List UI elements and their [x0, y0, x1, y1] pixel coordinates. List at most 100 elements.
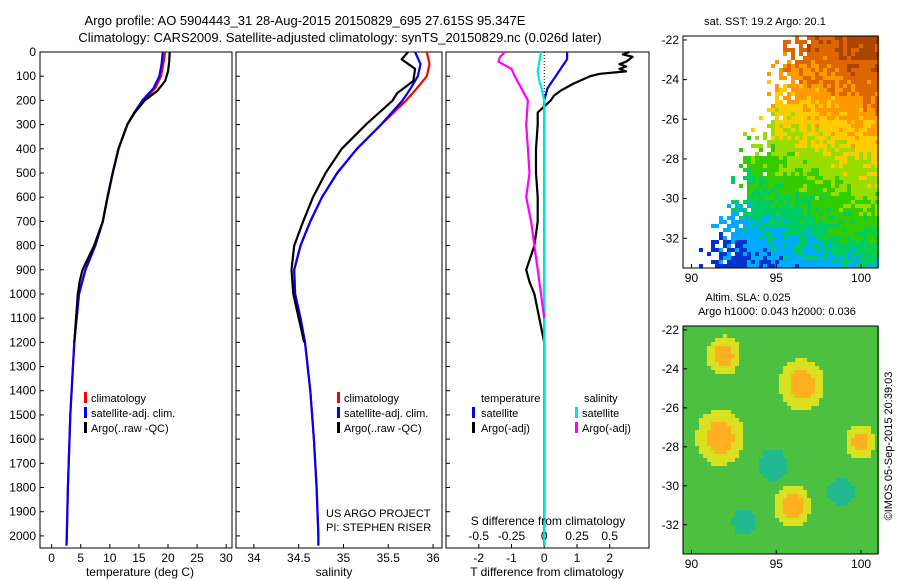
legend-swatch-t-satellite — [472, 407, 475, 418]
legend-swatch-satellite-adj — [84, 407, 87, 418]
salinity-xlabel: salinity — [316, 565, 353, 579]
xtick-label-temperature: 30 — [220, 551, 234, 565]
map-ytick-label: -24 — [662, 362, 680, 376]
top-xtick-label: -0.5 — [468, 529, 489, 543]
map-cells-sst-map — [699, 36, 879, 268]
map-xtick-label: 100 — [851, 271, 871, 285]
xtick-label-temperature: 0 — [48, 551, 55, 565]
xtick-label-salinity: 35 — [337, 551, 351, 565]
ytick-label-depth: 700 — [16, 214, 36, 228]
legend-title-temperature: temperature — [481, 393, 540, 405]
imos-credit: ©IMOS 05-Sep-2015 20:39:03 — [883, 372, 895, 521]
temperature-panel: 0 5 10 15 20 25 300100200300400500600700800900… — [9, 45, 233, 565]
title-line-2: Climatology: CARS2009. Satellite-adjuste… — [78, 30, 601, 45]
ytick-label-depth: 1800 — [9, 481, 36, 495]
map-ytick-label: -22 — [662, 323, 680, 337]
series-line-differences — [497, 51, 546, 319]
legend-label-argo: Argo(..raw -QC) — [91, 423, 169, 435]
legend-label-s-satellite: satellite — [582, 408, 619, 420]
xtick-label-differences: 2 — [606, 551, 613, 565]
ytick-label-depth: 1400 — [9, 384, 36, 398]
top-xtick-label: -0.25 — [498, 529, 526, 543]
xtick-label-differences: -1 — [506, 551, 517, 565]
map-xtick-label: 90 — [685, 557, 699, 571]
map-ytick-label: -30 — [662, 479, 680, 493]
diff-xlabel-top: S difference from climatology — [471, 514, 626, 528]
map-xtick-label: 90 — [685, 271, 699, 285]
sla-map-title-1: Altim. SLA: 0.025 — [706, 292, 791, 304]
ytick-label-depth: 1500 — [9, 408, 36, 422]
series-line-salinity — [293, 51, 422, 546]
map-ytick-label: -32 — [662, 518, 680, 532]
xtick-label-salinity: 36 — [426, 551, 440, 565]
ytick-label-depth: 0 — [29, 45, 36, 59]
salinity-panel: 34 34.5 35 35.5 36 — [235, 51, 443, 565]
ytick-label-depth: 1200 — [9, 335, 36, 349]
ytick-label-depth: 600 — [16, 190, 36, 204]
temperature-xlabel: temperature (deg C) — [86, 565, 194, 579]
ytick-label-depth: 100 — [16, 69, 36, 83]
plot-frame-salinity — [235, 51, 443, 549]
map-frame-sst-map — [682, 35, 879, 269]
legend-swatch-argo-s — [337, 422, 340, 433]
top-xtick-label: 0.25 — [565, 529, 589, 543]
ytick-label-depth: 800 — [16, 239, 36, 253]
xtick-label-differences: 1 — [574, 551, 581, 565]
ytick-label-depth: 400 — [16, 142, 36, 156]
title-line-1: Argo profile: AO 5904443_31 28-Aug-2015 … — [85, 13, 526, 28]
legend-swatch-satellite-adj-s — [337, 407, 340, 418]
map-xtick-label: 95 — [770, 557, 784, 571]
legend-swatch-argo — [84, 422, 87, 433]
legend-label-climatology: climatology — [91, 393, 147, 405]
legend-label-t-argo: Argo(-adj) — [481, 423, 530, 435]
series-line-salinity — [290, 51, 417, 343]
sst-map-panel: 90 95 100 -22 -24 -26 -28 -30 -32 — [662, 33, 879, 285]
xtick-label-salinity: 34.5 — [287, 551, 311, 565]
legend-swatch-s-satellite — [575, 407, 578, 418]
map-ytick-label: -26 — [662, 112, 680, 126]
legend-label-climatology-s: climatology — [344, 393, 400, 405]
pi-label: PI: STEPHEN RISER — [326, 522, 431, 534]
legend-label-s-argo: Argo(-adj) — [582, 423, 631, 435]
xtick-label-temperature: 10 — [103, 551, 117, 565]
sst-map-title: sat. SST: 19.2 Argo: 20.1 — [704, 16, 826, 28]
map-ytick-label: -30 — [662, 192, 680, 206]
xtick-label-salinity: 34 — [247, 551, 261, 565]
legend-swatch-climatology — [84, 392, 87, 403]
ytick-label-depth: 1600 — [9, 432, 36, 446]
legend-swatch-s-argo — [575, 422, 578, 433]
legend-swatch-climatology-s — [337, 392, 340, 403]
ytick-label-depth: 1900 — [9, 505, 36, 519]
map-ytick-label: -24 — [662, 73, 680, 87]
legend-label-satellite-adj-s: satellite-adj. clim. — [344, 408, 428, 420]
plot-frame-differences — [445, 51, 650, 549]
xtick-label-differences: -2 — [473, 551, 484, 565]
sla-map-panel: 90 95 100 -22 -24 -26 -28 -30 -32 — [662, 323, 879, 571]
diff-xlabel-bottom: T difference from climatology — [470, 565, 624, 579]
salinity-legend: climatology satellite-adj. clim. Argo(..… — [337, 392, 428, 435]
top-xtick-label: 0.5 — [601, 529, 618, 543]
map-cells-sla-map — [683, 326, 879, 554]
legend-swatch-t-argo — [472, 422, 475, 433]
xtick-label-salinity: 35.5 — [377, 551, 401, 565]
xtick-label-temperature: 15 — [132, 551, 146, 565]
sla-map-title-2: Argo h1000: 0.043 h2000: 0.036 — [698, 306, 856, 318]
series-line-temperature — [73, 51, 171, 343]
plot-frame-temperature — [39, 51, 233, 549]
xtick-label-temperature: 25 — [190, 551, 204, 565]
ytick-label-depth: 200 — [16, 93, 36, 107]
xtick-label-temperature: 20 — [161, 551, 175, 565]
map-ytick-label: -28 — [662, 440, 680, 454]
series-line-differences — [525, 50, 634, 546]
map-ytick-label: -26 — [662, 401, 680, 415]
map-ytick-label: -32 — [662, 231, 680, 245]
map-frame-sla-map — [682, 325, 879, 555]
ytick-label-depth: 1000 — [9, 287, 36, 301]
xtick-label-temperature: 5 — [77, 551, 84, 565]
map-ytick-label: -22 — [662, 33, 680, 47]
legend-label-satellite-adj: satellite-adj. clim. — [91, 408, 175, 420]
temperature-legend: climatology satellite-adj. clim. Argo(..… — [84, 392, 175, 435]
map-xtick-label: 95 — [770, 271, 784, 285]
